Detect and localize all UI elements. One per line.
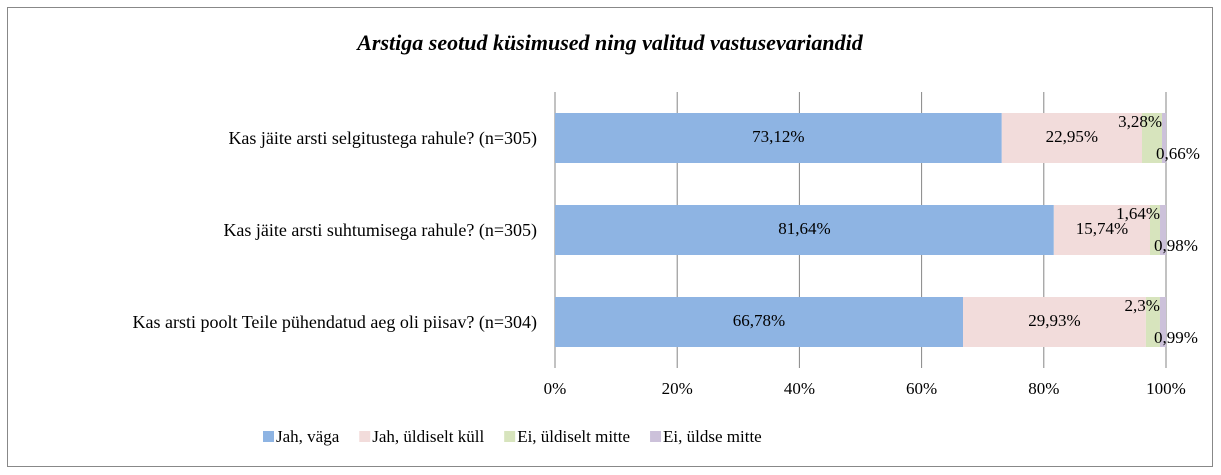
legend-label: Ei, üldiselt mitte <box>517 427 630 446</box>
x-tick-label: 20% <box>662 379 693 398</box>
legend-label: Ei, üldse mitte <box>663 427 762 446</box>
data-label: 1,64% <box>1116 204 1160 223</box>
x-tick-label: 80% <box>1028 379 1059 398</box>
bar-segment <box>1162 113 1167 163</box>
legend-swatch <box>263 431 274 442</box>
bar-segment <box>1001 113 1142 163</box>
bar-segment <box>1159 297 1166 347</box>
x-tick-label: 60% <box>906 379 937 398</box>
data-label: 0,99% <box>1154 328 1198 347</box>
bar-segment <box>1160 205 1166 255</box>
data-label: 3,28% <box>1118 112 1162 131</box>
x-tick-label: 0% <box>544 379 567 398</box>
chart-title: Arstiga seotud küsimused ning valitud va… <box>355 30 863 55</box>
data-label: 22,95% <box>1046 127 1098 146</box>
y-tick-label: Kas jäite arsti suhtumisega rahule? (n=3… <box>223 220 537 240</box>
data-label: 2,3% <box>1125 296 1160 315</box>
bar-segment <box>1149 205 1161 255</box>
y-tick-label: Kas arsti poolt Teile pühendatud aeg oli… <box>132 312 537 332</box>
data-label: 15,74% <box>1076 219 1128 238</box>
x-tick-label: 40% <box>784 379 815 398</box>
data-label: 81,64% <box>778 219 830 238</box>
x-tick-label: 100% <box>1146 379 1186 398</box>
legend-swatch <box>359 431 371 442</box>
data-label: 0,66% <box>1156 144 1200 163</box>
bar-segment <box>555 205 1054 255</box>
legend-swatch <box>504 431 516 442</box>
data-label: 29,93% <box>1028 311 1080 330</box>
legend-label: Jah, üldiselt küll <box>372 427 484 446</box>
data-label: 0,98% <box>1154 236 1198 255</box>
bar-segment <box>1141 113 1163 163</box>
legend-swatch <box>650 431 662 442</box>
bar-segment <box>1145 297 1160 347</box>
bar-segment <box>555 297 964 347</box>
legend-label: Jah, väga <box>276 427 340 446</box>
data-label: 66,78% <box>733 311 785 330</box>
bar-segment <box>1053 205 1150 255</box>
bar-segment <box>963 297 1146 347</box>
data-label: 73,12% <box>752 127 804 146</box>
y-tick-label: Kas jäite arsti selgitustega rahule? (n=… <box>228 128 537 148</box>
bar-segment <box>555 113 1002 163</box>
